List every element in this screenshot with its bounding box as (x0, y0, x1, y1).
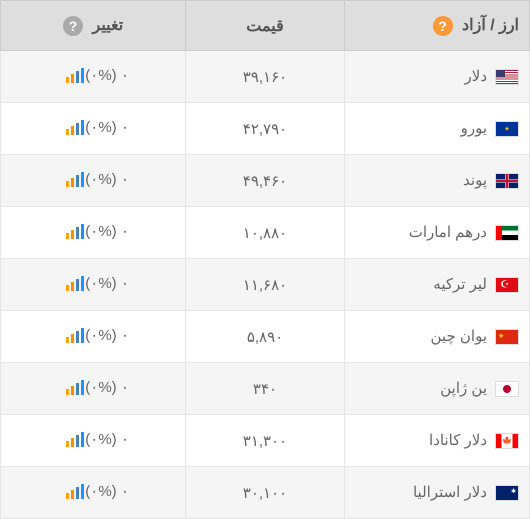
header-change: تغییر ? (1, 1, 186, 51)
change-cell: (۰%) ۰ (1, 207, 186, 259)
table-row[interactable]: لیر ترکیه ۱۱,۶۸۰ (۰%) ۰ (1, 259, 530, 311)
currency-cell: یوان چین (344, 311, 529, 363)
currency-name: درهم امارات (409, 225, 487, 242)
change-cell: (۰%) ۰ (1, 155, 186, 207)
currency-name: دلار استرالیا (413, 485, 487, 502)
flag-icon (495, 225, 519, 241)
change-cell: (۰%) ۰ (1, 311, 186, 363)
price-cell: ۱۱,۶۸۰ (186, 259, 345, 311)
flag-icon (495, 329, 519, 345)
change-value: (۰%) ۰ (85, 379, 129, 396)
header-price-label: قیمت (246, 18, 283, 35)
help-icon-currency[interactable]: ? (433, 16, 453, 36)
currency-name: دلار (465, 69, 487, 86)
chart-icon[interactable] (65, 119, 85, 139)
table-row[interactable]: دلار ۳۹,۱۶۰ (۰%) ۰ (1, 51, 530, 103)
header-currency-label: ارز / آزاد (462, 17, 519, 34)
flag-icon (495, 485, 519, 501)
table-row[interactable]: یوان چین ۵,۸۹۰ (۰%) ۰ (1, 311, 530, 363)
change-value: (۰%) ۰ (85, 171, 129, 188)
change-value: (۰%) ۰ (85, 327, 129, 344)
currency-cell: لیر ترکیه (344, 259, 529, 311)
table-header: ارز / آزاد ? قیمت تغییر ? (1, 1, 530, 51)
change-value: (۰%) ۰ (85, 431, 129, 448)
change-cell: (۰%) ۰ (1, 259, 186, 311)
change-cell: (۰%) ۰ (1, 363, 186, 415)
chart-icon[interactable] (65, 171, 85, 191)
price-cell: ۵,۸۹۰ (186, 311, 345, 363)
help-icon-change[interactable]: ? (63, 16, 83, 36)
chart-icon[interactable] (65, 67, 85, 87)
flag-icon (495, 277, 519, 293)
flag-icon (495, 121, 519, 137)
currency-cell: پوند (344, 155, 529, 207)
flag-icon (495, 173, 519, 189)
price-cell: ۳۰,۱۰۰ (186, 467, 345, 519)
currency-cell: درهم امارات (344, 207, 529, 259)
currency-table: ارز / آزاد ? قیمت تغییر ? دلار ۳۹,۱۶۰ (۰%)… (0, 0, 530, 519)
table-row[interactable]: یورو ۴۲,۷۹۰ (۰%) ۰ (1, 103, 530, 155)
chart-icon[interactable] (65, 327, 85, 347)
change-value: (۰%) ۰ (85, 223, 129, 240)
currency-cell: دلار (344, 51, 529, 103)
currency-name: یورو (461, 121, 487, 138)
chart-icon[interactable] (65, 379, 85, 399)
chart-icon[interactable] (65, 275, 85, 295)
header-price: قیمت (186, 1, 345, 51)
table-row[interactable]: دلار استرالیا ۳۰,۱۰۰ (۰%) ۰ (1, 467, 530, 519)
table-row[interactable]: ین ژاپن ۳۴۰ (۰%) ۰ (1, 363, 530, 415)
currency-cell: دلار استرالیا (344, 467, 529, 519)
price-cell: ۴۹,۴۶۰ (186, 155, 345, 207)
flag-icon (495, 69, 519, 85)
change-value: (۰%) ۰ (85, 119, 129, 136)
change-value: (۰%) ۰ (85, 67, 129, 84)
flag-icon (495, 433, 519, 449)
currency-cell: دلار کانادا (344, 415, 529, 467)
header-change-label: تغییر (92, 17, 123, 34)
currency-cell: یورو (344, 103, 529, 155)
change-cell: (۰%) ۰ (1, 51, 186, 103)
chart-icon[interactable] (65, 483, 85, 503)
currency-name: یوان چین (431, 329, 488, 346)
currency-name: دلار کانادا (429, 433, 487, 450)
price-cell: ۴۲,۷۹۰ (186, 103, 345, 155)
table-row[interactable]: دلار کانادا ۳۱,۳۰۰ (۰%) ۰ (1, 415, 530, 467)
change-value: (۰%) ۰ (85, 275, 129, 292)
change-cell: (۰%) ۰ (1, 103, 186, 155)
currency-name: ین ژاپن (440, 381, 487, 398)
price-cell: ۱۰,۸۸۰ (186, 207, 345, 259)
header-currency: ارز / آزاد ? (344, 1, 529, 51)
chart-icon[interactable] (65, 223, 85, 243)
currency-name: پوند (463, 173, 487, 190)
table-row[interactable]: پوند ۴۹,۴۶۰ (۰%) ۰ (1, 155, 530, 207)
table-row[interactable]: درهم امارات ۱۰,۸۸۰ (۰%) ۰ (1, 207, 530, 259)
price-cell: ۳۹,۱۶۰ (186, 51, 345, 103)
chart-icon[interactable] (65, 431, 85, 451)
price-cell: ۳۱,۳۰۰ (186, 415, 345, 467)
change-cell: (۰%) ۰ (1, 467, 186, 519)
change-value: (۰%) ۰ (85, 483, 129, 500)
change-cell: (۰%) ۰ (1, 415, 186, 467)
currency-cell: ین ژاپن (344, 363, 529, 415)
price-cell: ۳۴۰ (186, 363, 345, 415)
currency-name: لیر ترکیه (433, 277, 487, 294)
flag-icon (495, 381, 519, 397)
